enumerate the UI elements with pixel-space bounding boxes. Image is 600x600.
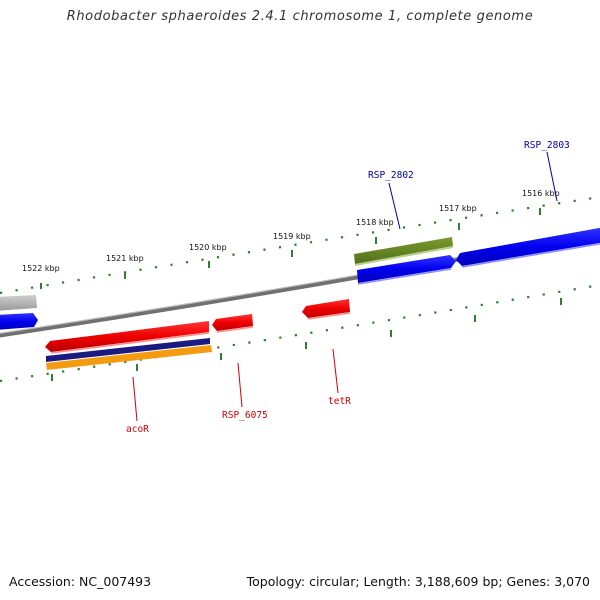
tick-label: 1516 kbp (522, 189, 560, 198)
tick-label: 1517 kbp (439, 204, 477, 213)
inner-tick-ring (0, 283, 600, 383)
tick-label: 1522 kbp (22, 264, 60, 273)
gene-feature-rsp-2802[interactable] (354, 237, 453, 264)
gene-feature-acor[interactable] (45, 321, 209, 352)
length-value: 3,188,609 bp (414, 574, 499, 589)
gene-label-rsp-2803[interactable]: RSP_2803 (524, 140, 570, 151)
gene-label-acor[interactable]: acoR (126, 424, 149, 435)
genes-value: 3,070 (554, 574, 590, 589)
topology-footer: Topology: circular; Length: 3,188,609 bp… (247, 574, 590, 589)
gene-feature[interactable] (46, 345, 212, 370)
forward-features (0, 227, 600, 330)
gene-feature[interactable] (357, 255, 456, 283)
tick-label: 1520 kbp (189, 243, 227, 252)
gene-feature-tetr[interactable] (302, 299, 350, 318)
genes-label: ; Genes: (498, 574, 555, 589)
length-label: ; Length: (355, 574, 415, 589)
map-title: Rhodobacter sphaeroides 2.4.1 chromosome… (66, 9, 534, 24)
gene-feature[interactable] (0, 295, 37, 311)
gene-label-rsp-6075[interactable]: RSP_6075 (222, 410, 268, 421)
accession-footer: Accession: NC_007493 (9, 574, 151, 589)
gene-feature-rsp-6075[interactable] (212, 314, 253, 331)
gene-label-tetr[interactable]: tetR (328, 396, 351, 407)
tick-label: 1518 kbp (356, 218, 394, 227)
gene-feature-rsp-2803[interactable] (456, 227, 600, 266)
tick-label: 1519 kbp (273, 232, 311, 241)
label-leaders (132, 151, 558, 422)
accession-value: NC_007493 (79, 574, 152, 589)
topology-label: Topology: (246, 574, 310, 589)
reverse-features (45, 299, 351, 370)
outer-major-ticks (40, 208, 541, 289)
gene-feature[interactable] (0, 313, 38, 330)
tick-label: 1521 kbp (106, 254, 144, 263)
accession-label: Accession: (9, 574, 80, 589)
topology-value: circular (309, 574, 356, 589)
gene-label-rsp-2802[interactable]: RSP_2802 (368, 170, 414, 181)
gene-feature[interactable] (46, 338, 210, 362)
inner-major-ticks (51, 298, 562, 381)
